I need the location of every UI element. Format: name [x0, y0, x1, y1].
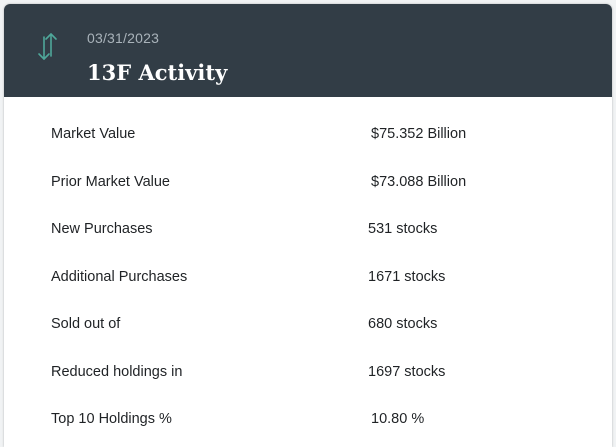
row-label: New Purchases — [51, 221, 153, 237]
row-label: Reduced holdings in — [51, 364, 183, 380]
row-value: 1671 stocks — [368, 269, 446, 285]
row-label: Additional Purchases — [51, 269, 188, 285]
row-label: Prior Market Value — [51, 174, 170, 190]
card-title: 13F Activity — [87, 60, 228, 85]
activity-card: 03/31/2023 13F Activity Market Value $75… — [4, 4, 612, 447]
row-label: Sold out of — [51, 316, 121, 332]
row-label: Top 10 Holdings % — [51, 411, 172, 427]
row-value: 10.80 % — [371, 411, 425, 427]
row-value: $73.088 Billion — [371, 174, 467, 190]
card-header: 03/31/2023 13F Activity — [4, 4, 612, 97]
row-value: 680 stocks — [368, 316, 438, 332]
row-label: Market Value — [51, 126, 136, 142]
row-value: $75.352 Billion — [371, 126, 467, 142]
row-value: 1697 stocks — [368, 364, 446, 380]
row-value: 531 stocks — [368, 221, 438, 237]
up-down-arrows-icon — [38, 33, 57, 60]
report-date: 03/31/2023 — [87, 30, 160, 46]
